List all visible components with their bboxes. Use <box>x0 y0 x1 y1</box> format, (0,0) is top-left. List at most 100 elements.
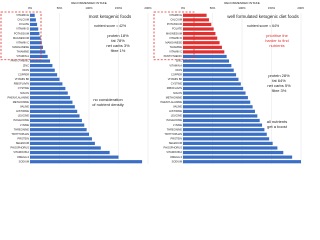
x-tick-label: 200% <box>297 6 304 10</box>
bar <box>183 137 270 141</box>
bar <box>183 109 255 113</box>
y-tick-label: RIBOFLAVIN <box>167 86 182 90</box>
y-tick-label: THREONINE <box>167 127 183 131</box>
bar <box>30 114 80 118</box>
bar <box>183 13 207 17</box>
x-tick-label: 150% <box>115 6 123 10</box>
y-tick-label: ZINC <box>23 63 29 67</box>
y-tick-label: VITAMIN B12 <box>166 150 182 154</box>
annotation: net carbs 5% <box>267 83 291 88</box>
bar <box>30 68 55 72</box>
bar <box>30 160 143 164</box>
bar <box>183 64 232 68</box>
annotation: protein 18% <box>107 33 129 38</box>
annotation: all nutrients <box>267 119 287 124</box>
y-tick-label: RIBOFLAVIN <box>14 82 29 86</box>
y-tick-label: CALCIUM <box>170 18 182 22</box>
annotation: fat 78% <box>111 38 125 43</box>
y-tick-label: SODIUM <box>172 159 182 163</box>
y-tick-label: PHENYLALANINE <box>161 100 183 104</box>
y-tick-label: TRYPTOPHAN <box>164 132 182 136</box>
y-tick-label: VITAMIN B6 <box>15 77 30 81</box>
y-tick-label: THREONINE <box>14 127 30 131</box>
y-tick-label: POTASSIUM <box>14 31 29 35</box>
bar <box>30 59 51 63</box>
bar <box>30 91 68 95</box>
y-tick-label: VITAMIN E <box>169 13 182 17</box>
chart-subtitle: nutrient score = 64% <box>247 24 279 28</box>
y-tick-label: LYSINE <box>20 123 29 127</box>
y-tick-label: POTASSIUM <box>167 22 182 26</box>
y-tick-label: VITAMIN A <box>169 63 182 67</box>
bar <box>30 54 48 59</box>
bar <box>30 128 87 132</box>
y-tick-label: VITAMIN A <box>16 54 29 58</box>
y-tick-label: CYSTINE <box>171 82 183 86</box>
y-tick-label: VITAMIN E <box>16 13 29 17</box>
y-tick-label: PHENYLALANINE <box>8 95 30 99</box>
y-tick-label: ZINC <box>176 59 182 63</box>
x-tick-label: 50% <box>57 6 63 10</box>
y-tick-label: PHOSPHORUS <box>11 146 30 150</box>
bar <box>30 155 119 159</box>
y-tick-label: PROTEIN <box>170 137 182 141</box>
y-tick-label: TRYPTOPHAN <box>11 132 29 136</box>
x-tick-label: 200% <box>144 6 152 10</box>
bar <box>183 22 212 27</box>
y-tick-label: OMEGA-3 <box>170 155 183 159</box>
y-tick-label: OMEGA-3 <box>17 155 30 159</box>
x-tick-label: 100% <box>85 6 93 10</box>
bar <box>30 96 71 100</box>
bar <box>30 18 36 22</box>
y-tick-label: ISOLEUCINE <box>13 118 29 122</box>
y-tick-label: VALINE <box>20 104 29 108</box>
bar <box>30 132 89 136</box>
bar <box>30 22 38 27</box>
x-tick-label: 50% <box>210 6 216 10</box>
bar <box>183 155 293 159</box>
y-tick-label: SELENIUM <box>16 141 29 145</box>
bar <box>30 77 60 81</box>
bar <box>183 36 218 40</box>
bar <box>183 100 251 104</box>
bar <box>30 123 85 127</box>
bar <box>183 86 244 91</box>
y-tick-label: IRON <box>23 68 30 72</box>
y-tick-label: CALCIUM <box>17 18 29 22</box>
y-tick-label: VITAMIN B6 <box>168 77 183 81</box>
bar <box>183 82 241 86</box>
y-tick-label: VITAMIN D <box>16 27 29 31</box>
bar <box>30 45 43 49</box>
bar <box>183 59 230 63</box>
y-tick-label: SELENIUM <box>169 141 182 145</box>
annotation: fibre 1% <box>111 48 126 53</box>
annotation: of nutrient density <box>92 102 124 107</box>
bar <box>30 105 75 109</box>
annotation: net carbs 3% <box>106 43 130 48</box>
annotation: protein 28% <box>268 73 290 78</box>
y-tick-label: FOLATE <box>172 27 182 31</box>
bar <box>30 41 42 45</box>
bar <box>183 41 220 45</box>
y-tick-label: COPPER <box>18 72 29 76</box>
bar <box>30 137 92 141</box>
y-tick-label: VITAMIN C <box>16 40 29 44</box>
bar <box>30 27 39 31</box>
y-tick-label: NIACIN <box>20 91 29 95</box>
bar <box>183 54 227 59</box>
bar <box>30 109 78 113</box>
bar <box>183 150 284 155</box>
bar <box>183 50 225 54</box>
y-tick-label: FOLATE <box>19 22 29 26</box>
bar <box>183 132 267 136</box>
bar <box>30 36 41 40</box>
y-tick-label: COPPER <box>171 72 182 76</box>
annotation: nutrients <box>269 43 284 48</box>
y-tick-label: ISOLEUCINE <box>166 118 182 122</box>
y-tick-label: METHIONINE <box>166 95 183 99</box>
x-tick-label: 150% <box>268 6 276 10</box>
bar <box>30 146 101 150</box>
annotation: fibre 3% <box>272 88 287 93</box>
x-tick-label: 0% <box>181 6 186 10</box>
y-tick-label: VITAMIN C <box>169 50 182 54</box>
